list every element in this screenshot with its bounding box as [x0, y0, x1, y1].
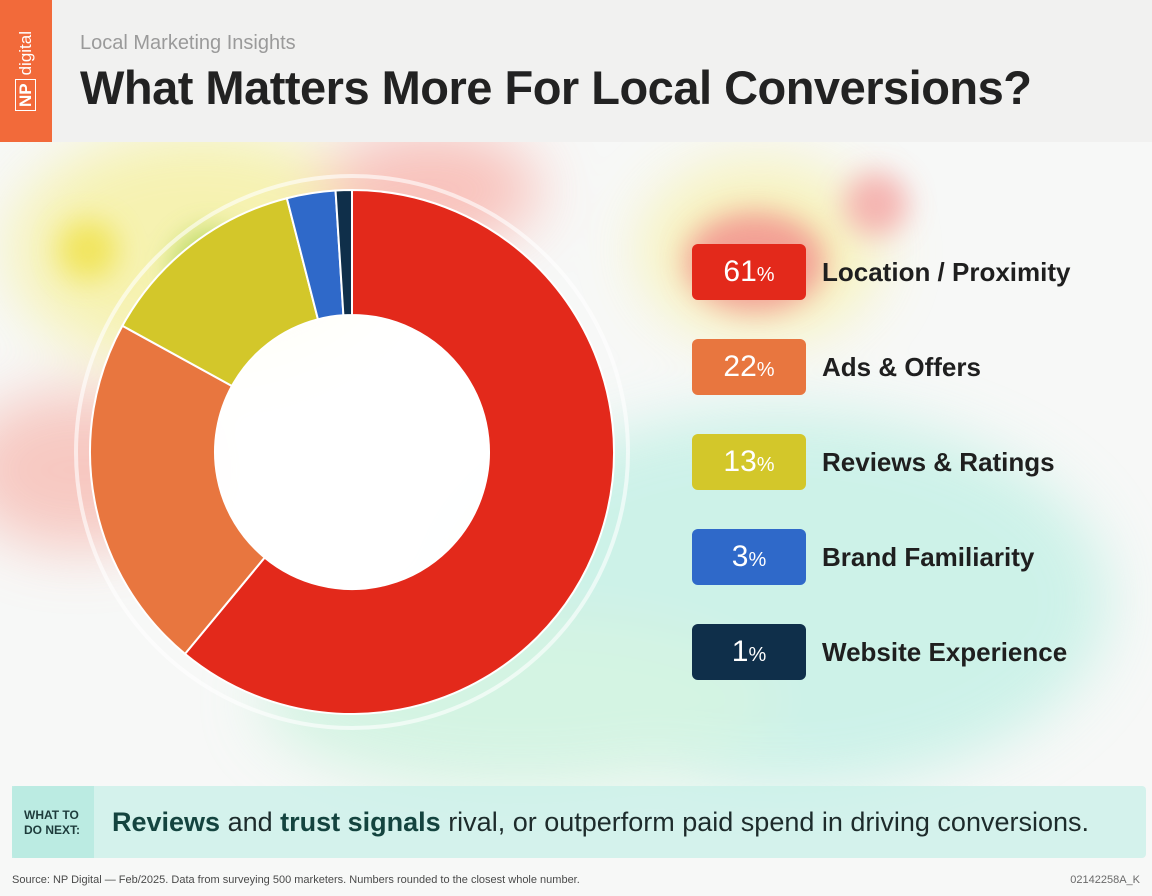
donut-outer-ring — [74, 174, 630, 730]
legend-pct: % — [748, 549, 767, 571]
legend-pct: % — [756, 454, 775, 476]
legend-badge: 13% — [692, 434, 806, 490]
legend-pct: % — [756, 264, 775, 286]
source-note: Source: NP Digital — Feb/2025. Data from… — [12, 874, 580, 886]
legend-badge: 3% — [692, 529, 806, 585]
legend-value: 3 — [731, 540, 749, 573]
donut-hole — [215, 315, 489, 589]
legend-pct: % — [748, 644, 767, 666]
takeaway-text-2: rival, or outperform paid spend in drivi… — [440, 807, 1090, 837]
takeaway-bold-2: trust signals — [280, 807, 441, 837]
takeaway-tag-line1: WHAT TO — [24, 808, 79, 822]
takeaway-text-1: and — [220, 807, 281, 837]
image-code: 02142258A_K — [1070, 874, 1140, 886]
header: NPdigital Local Marketing Insights What … — [0, 0, 1152, 142]
brand-logo: NPdigital — [0, 0, 52, 142]
legend-label: Location / Proximity — [822, 257, 1071, 287]
legend-item-ads: 22% Ads & Offers — [692, 339, 1132, 395]
page-subtitle: Local Marketing Insights — [80, 32, 296, 54]
legend-value: 1 — [731, 635, 749, 668]
takeaway-tag: WHAT TO DO NEXT: — [12, 786, 94, 858]
takeaway-tag-line2: DO NEXT: — [24, 823, 81, 837]
legend-value: 22 — [723, 350, 757, 383]
takeaway-banner: WHAT TO DO NEXT: Reviews and trust signa… — [12, 786, 1146, 858]
legend-item-location: 61% Location / Proximity — [692, 244, 1132, 300]
page-title: What Matters More For Local Conversions? — [80, 61, 1032, 114]
legend-label: Reviews & Ratings — [822, 447, 1055, 477]
legend-label: Brand Familiarity — [822, 542, 1035, 572]
legend-value: 61 — [723, 255, 757, 288]
takeaway-text: Reviews and trust signals rival, or outp… — [112, 786, 1089, 858]
legend-item-brand: 3% Brand Familiarity — [692, 529, 1132, 585]
legend-label: Website Experience — [822, 637, 1068, 667]
legend-label: Ads & Offers — [822, 352, 981, 382]
legend-pct: % — [756, 359, 775, 381]
takeaway-bold-1: Reviews — [112, 807, 221, 837]
legend-badge: 22% — [692, 339, 806, 395]
legend-item-reviews: 13% Reviews & Ratings — [692, 434, 1132, 490]
legend-value: 13 — [723, 445, 757, 478]
legend-item-website: 1% Website Experience — [692, 624, 1132, 680]
legend-badge: 61% — [692, 244, 806, 300]
legend-badge: 1% — [692, 624, 806, 680]
